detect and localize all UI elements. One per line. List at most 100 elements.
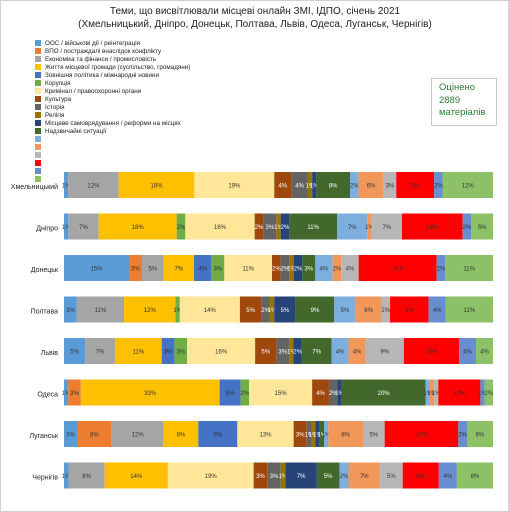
y-tick-label: Хмельницький [11,183,58,191]
bar-segment [219,379,241,406]
chart-title: Теми, що висвітлювали місцеві онлайн ЗМІ… [110,6,401,17]
data-label: 9% [311,308,320,314]
data-label: 12% [87,184,100,190]
bar-segment [467,421,493,447]
data-label: 2% [350,184,359,190]
bar-segment [462,213,472,240]
data-label: 18% [132,225,145,231]
bar-segment [77,421,112,447]
data-label: 9% [411,184,420,190]
data-label: 5% [281,308,290,314]
data-label: 5% [148,267,157,273]
bar-segment [390,296,429,323]
bar-segment [64,421,77,447]
data-label: 1% [335,391,344,397]
bar-segment [185,213,255,240]
data-label: 5% [324,474,333,480]
bar-segment [274,296,296,323]
data-label: 4% [353,350,362,356]
bar-segment [312,172,317,198]
data-label: 5% [70,350,79,356]
data-label: 14% [204,308,217,314]
data-label: 7% [348,225,357,231]
data-label: 17% [415,433,428,439]
bar-segment [358,255,437,281]
data-label: 6% [364,308,373,314]
bar-segment [301,338,332,364]
bar-segment [64,462,69,489]
bar-segment [383,172,397,198]
bar-segment [365,338,404,364]
data-label: 2% [463,225,472,231]
data-label: 8% [82,474,91,480]
data-label: 2% [177,225,186,231]
data-label: 11% [307,225,319,231]
bar-segment [261,296,270,323]
data-label: 1% [62,474,71,480]
bar-segment [445,255,493,281]
bar-segment [402,462,439,489]
data-label: 20% [378,391,391,397]
legend-label: Культура [45,96,72,103]
data-label: 11% [133,350,145,356]
bar-segment [194,172,275,198]
bar-segment [68,379,81,406]
data-label: 4% [444,474,453,480]
data-label: 16% [214,225,227,231]
bar-segment [384,421,459,447]
data-label: 5% [369,433,378,439]
data-label: 6% [367,184,376,190]
data-label: 5% [478,225,487,231]
bar-segment [211,255,225,281]
legend-label: Кримінал / правоохоронні органи [45,87,142,95]
data-label: 18% [392,267,405,273]
data-label: 6% [476,433,485,439]
bar-segment [484,379,493,406]
y-tick-label: Чернігів [32,474,58,482]
bar-segment [348,462,381,489]
data-label: 7% [174,267,183,273]
data-label: 8% [90,433,99,439]
data-label: 1% [304,433,313,439]
legend-swatch [35,160,41,166]
data-label: 4% [480,350,489,356]
bar-segment [315,255,333,281]
bar-segment [111,421,164,447]
data-label: 1% [310,184,319,190]
legend-label: Зовнішня політика / міжнародні новини [45,71,160,79]
data-label: 3% [70,391,79,397]
bar-segment [315,421,320,447]
materials-count-note: Оцінено 2889 матеріалів [431,78,497,126]
legend-label: ООС / військові дії / реінтеграція [45,39,140,47]
bar-segment [334,296,356,323]
bar-segment [381,296,391,323]
data-label: 9% [405,308,414,314]
bar-segment [341,379,426,406]
bar-segment [331,338,349,364]
legend-swatch [35,48,41,54]
data-label: 4% [463,350,472,356]
bar-segment [194,255,212,281]
bar-segment [367,213,372,240]
bar-segment [480,379,485,406]
bar-segment [163,421,199,447]
data-label: 11% [242,267,254,273]
bar-segment [68,213,99,240]
bar-segment [456,462,493,489]
legend-swatch [35,88,41,94]
data-label: 4% [278,184,287,190]
plot-area: 1% 12% 18% 19% 4% 4% 1%1% 8% 2% 6% 3% 9% 2% 12%1% 7% 18… [62,172,494,489]
y-tick-label: Львів [41,349,59,357]
data-label: 3% [213,267,222,273]
bar-segment [425,379,430,406]
bar-segment [311,421,316,447]
bar-segment [280,462,286,489]
data-label: 11% [95,308,107,314]
bar-segment [289,255,294,281]
data-label: 1% [309,433,318,439]
bar-segment [224,255,272,281]
data-label: 2% [281,267,290,273]
bar-segment [240,379,250,406]
bar-segment [291,172,308,198]
